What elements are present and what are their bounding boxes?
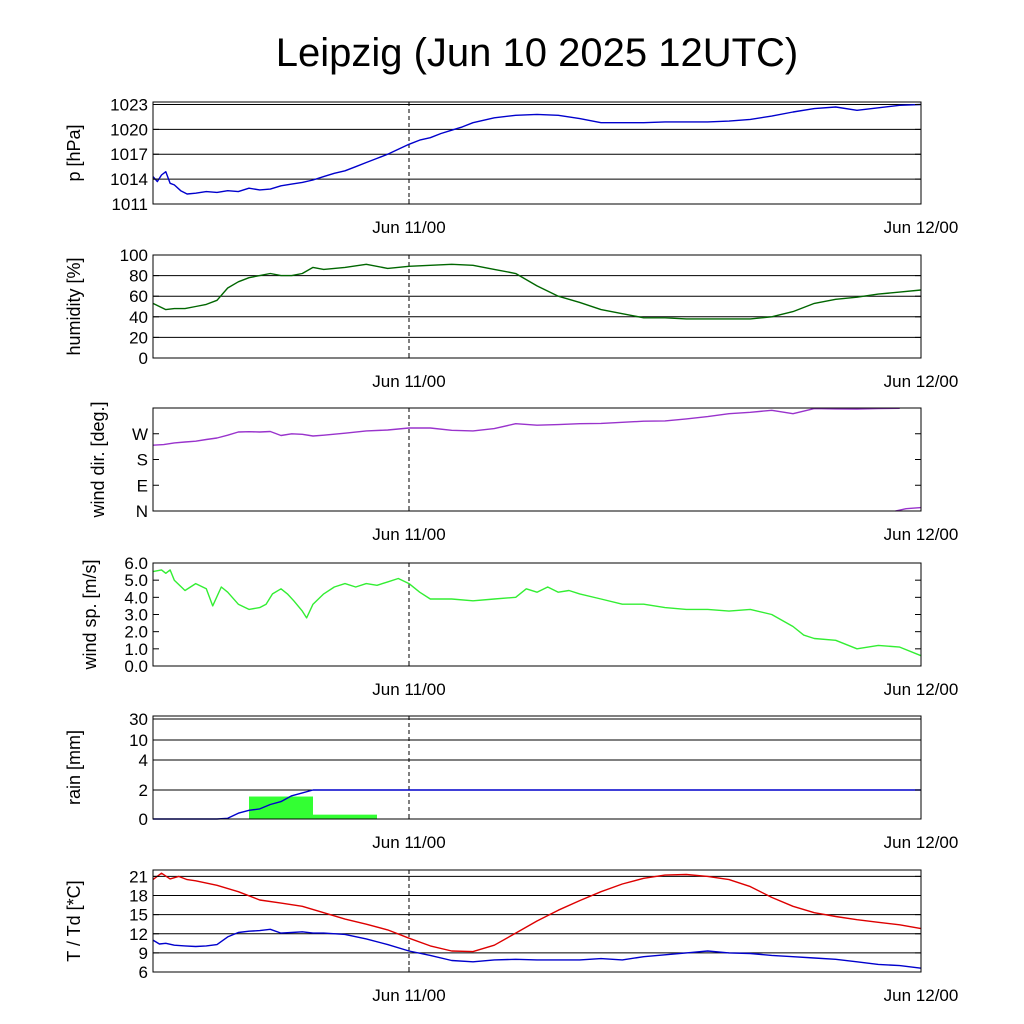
y-axis-label: rain [mm] [64, 730, 84, 805]
ytick-label: 80 [129, 267, 148, 286]
ytick-label: 4 [139, 751, 148, 770]
series-line-wind_direction [152, 407, 900, 446]
ytick-label: 20 [129, 328, 148, 347]
xtick-label: Jun 11/00 [372, 680, 445, 699]
ytick-label: 40 [129, 308, 148, 327]
plot-frame [152, 101, 922, 205]
ytick-label: 2.0 [124, 623, 148, 642]
xtick-label: Jun 12/00 [884, 986, 959, 1005]
ytick-label: 10 [129, 731, 148, 750]
xtick-label: Jun 12/00 [884, 372, 959, 391]
y-axis-label: wind dir. [deg.] [88, 401, 108, 518]
xtick-label: Jun 11/00 [372, 986, 445, 1005]
plot-frame [152, 869, 922, 973]
ytick-label: 2 [139, 781, 148, 800]
ytick-label: 21 [129, 867, 148, 886]
ytick-label: 60 [129, 287, 148, 306]
ytick-label: 9 [139, 944, 148, 963]
ytick-label: 100 [120, 246, 148, 265]
xtick-label: Jun 11/00 [372, 833, 445, 852]
rain-bar [249, 796, 313, 819]
chart-title: Leipzig (Jun 10 2025 12UTC) [276, 31, 799, 75]
panel-rain: 0 2 410 30 Jun 11/00 Jun 12/00 rain [mm] [64, 710, 958, 852]
y-axis-label: humidity [%] [64, 257, 84, 355]
y-axis-label: wind sp. [m/s] [80, 559, 100, 670]
plot-frame [152, 407, 922, 512]
plot-frame [152, 715, 922, 820]
xtick-label: Jun 11/00 [372, 372, 445, 391]
ytick-label: 0 [139, 349, 148, 368]
ytick-label: 18 [129, 887, 148, 906]
ytick-label: S [137, 451, 148, 470]
series-line-humidity [152, 263, 922, 320]
ytick-label: 1011 [111, 195, 148, 214]
series-line-pressure [152, 103, 922, 195]
ytick-label: 1017 [110, 145, 148, 164]
xtick-label: Jun 12/00 [884, 218, 959, 237]
ytick-label: E [137, 476, 148, 495]
ytick-label: 4.0 [124, 588, 148, 607]
xtick-label: Jun 12/00 [884, 525, 959, 544]
ytick-label: 5.0 [124, 571, 148, 590]
ytick-label: 15 [129, 906, 148, 925]
xtick-label: Jun 12/00 [884, 833, 959, 852]
ytick-label: 0.0 [124, 657, 148, 676]
ytick-label: 1020 [110, 120, 148, 139]
xtick-label: Jun 12/00 [884, 680, 959, 699]
xtick-label: Jun 11/00 [372, 525, 445, 544]
series-line-temperature [152, 928, 922, 969]
ytick-label: W [132, 425, 148, 444]
ytick-label: 1.0 [124, 640, 148, 659]
ytick-label: N [136, 502, 148, 521]
y-axis-label: p [hPa] [64, 124, 84, 181]
ytick-label: 3.0 [124, 606, 148, 625]
plot-frame [152, 562, 922, 667]
xtick-label: Jun 11/00 [372, 218, 445, 237]
plot-frame [152, 254, 922, 359]
ytick-label: 30 [129, 710, 148, 729]
y-axis-label: T / Td [*C] [64, 880, 84, 961]
series-line-temperature [152, 872, 922, 953]
ytick-label: 6.0 [124, 554, 148, 573]
series-line-wind_direction [895, 506, 922, 512]
ytick-label: 6 [139, 963, 148, 982]
ytick-label: 0 [139, 810, 148, 829]
panel-pressure: 1011 1014 1017 1020 1023 Jun 11/00 Jun 12/00 p … [64, 95, 958, 237]
ytick-label: 12 [129, 925, 148, 944]
series-line-wind_speed [152, 569, 922, 657]
rain-bar [313, 814, 377, 819]
ytick-label: 1014 [110, 170, 148, 189]
panel-wind_speed: 0.01.02.03.04.05.06.0 Jun 11/00 Jun 12/00 w… [80, 554, 958, 699]
ytick-label: 1023 [110, 95, 148, 114]
